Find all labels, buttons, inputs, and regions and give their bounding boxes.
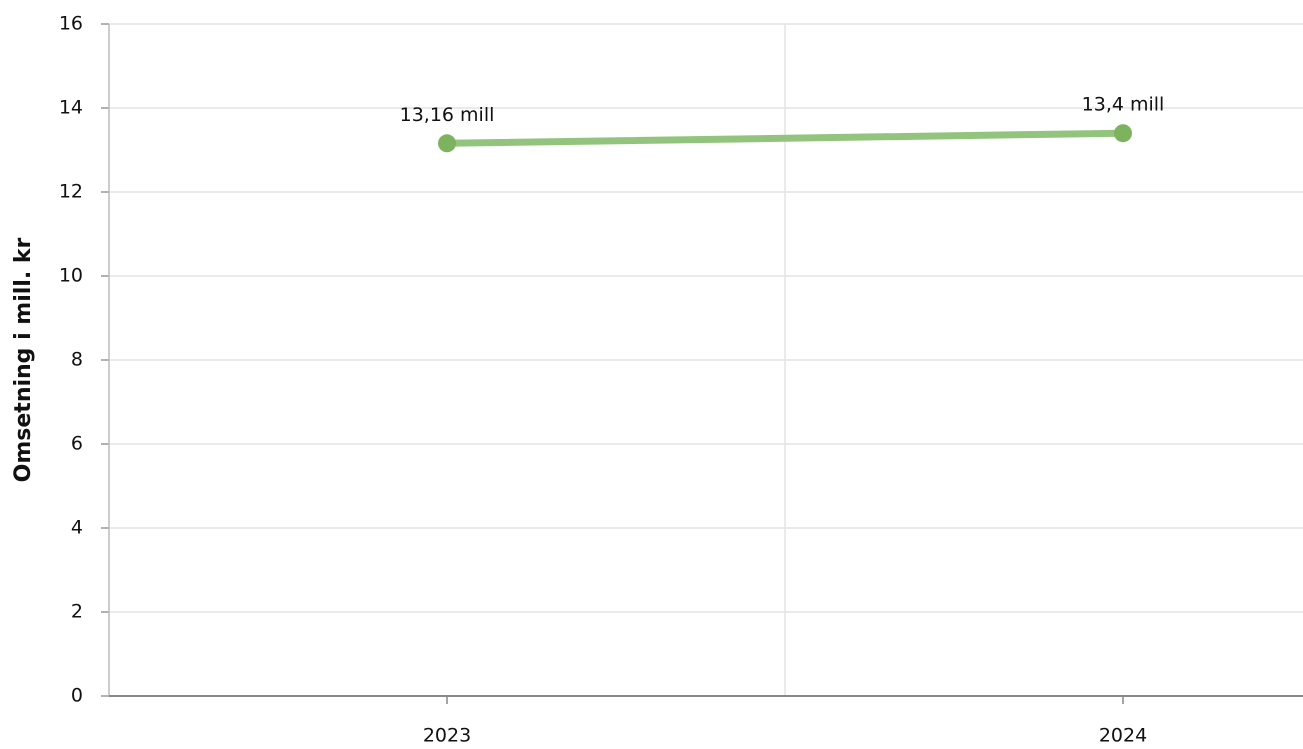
marker [438, 134, 456, 153]
y-tick-label: 2 [71, 601, 83, 623]
data-label: 13,4 mill [1082, 94, 1165, 116]
y-tick-label: 12 [59, 181, 83, 203]
y-tick-label: 4 [71, 517, 83, 539]
y-tick-label: 14 [59, 97, 83, 119]
x-tick-label: 2024 [1099, 725, 1147, 747]
line [443, 129, 1127, 147]
marker [1114, 124, 1132, 143]
y-tick-label: 8 [71, 349, 83, 371]
y-tick-label: 0 [71, 685, 83, 707]
y-tick-label: 10 [59, 265, 83, 287]
data-label: 13,16 mill [400, 104, 495, 126]
x-tick-label: 2023 [423, 725, 471, 747]
y-tick-label: 6 [71, 433, 83, 455]
y-tick-label: 16 [59, 13, 83, 35]
y-axis-label: Omsetning i mill. kr [11, 238, 36, 483]
